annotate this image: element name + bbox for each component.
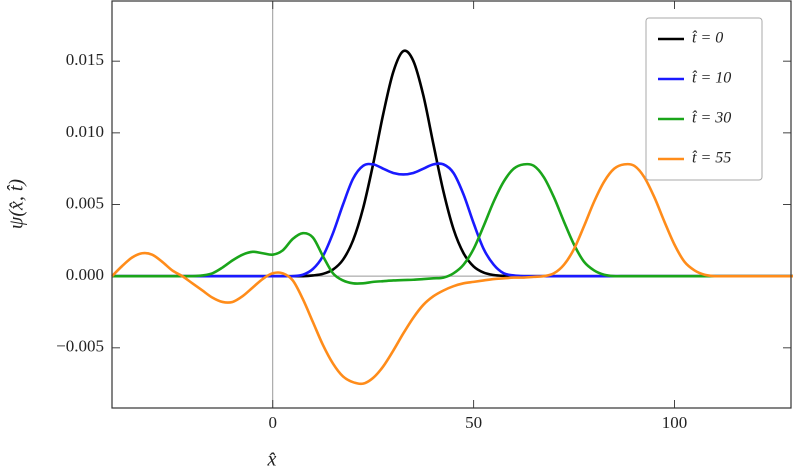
x-axis-label: x̂ bbox=[267, 449, 277, 471]
legend-box bbox=[645, 17, 763, 181]
y-tick-label: −0.005 bbox=[56, 337, 104, 356]
legend-label: t̂ = 0 bbox=[692, 30, 723, 47]
legend-label: t̂ = 10 bbox=[692, 70, 731, 87]
series-line bbox=[111, 162, 793, 386]
x-tick-label: 0 bbox=[268, 413, 277, 432]
legend-label: t̂ = 55 bbox=[692, 150, 731, 167]
x-tick-label: 100 bbox=[662, 413, 688, 432]
y-tick-label: 0.005 bbox=[66, 193, 104, 212]
legend-label: t̂ = 30 bbox=[692, 110, 731, 127]
series-line bbox=[112, 162, 793, 285]
y-tick-label: 0.000 bbox=[66, 265, 104, 284]
x-tick-label: 50 bbox=[465, 413, 482, 432]
y-axis-label: ψ(x̂, t̂) bbox=[6, 179, 28, 230]
plot-frame bbox=[111, 0, 792, 409]
y-tick-label: 0.010 bbox=[66, 122, 104, 141]
y-tick-label: 0.015 bbox=[66, 50, 104, 69]
